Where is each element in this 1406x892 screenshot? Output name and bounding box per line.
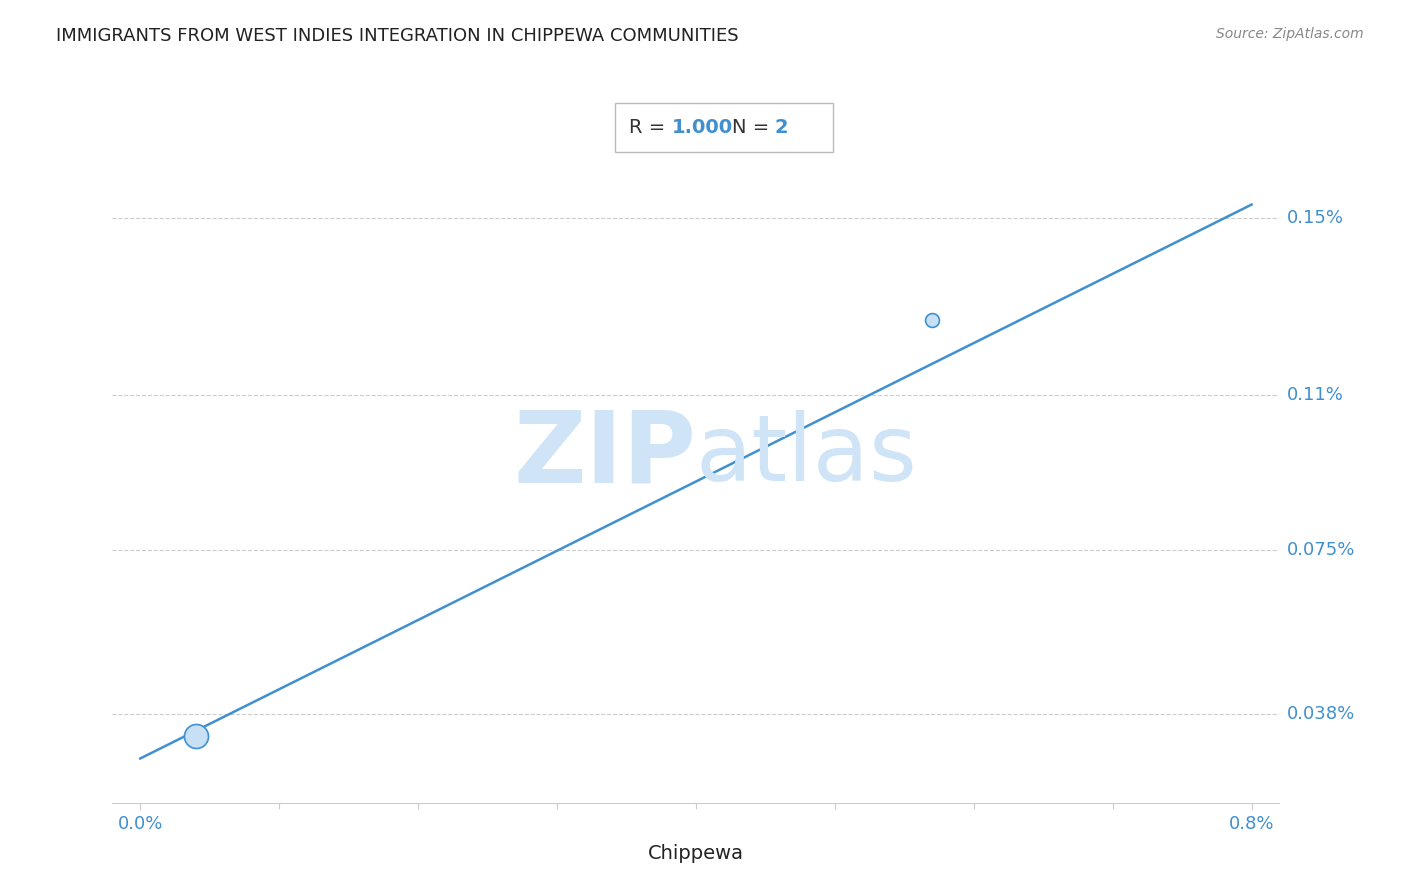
X-axis label: Chippewa: Chippewa [648,844,744,863]
Text: 0.038%: 0.038% [1286,706,1355,723]
Text: 0.075%: 0.075% [1286,541,1355,559]
Text: 1.000: 1.000 [672,118,733,136]
Text: IMMIGRANTS FROM WEST INDIES INTEGRATION IN CHIPPEWA COMMUNITIES: IMMIGRANTS FROM WEST INDIES INTEGRATION … [56,27,740,45]
Text: Source: ZipAtlas.com: Source: ZipAtlas.com [1216,27,1364,41]
Text: 0.11%: 0.11% [1286,386,1343,404]
Text: N =: N = [731,118,775,136]
Text: 0.15%: 0.15% [1286,209,1344,227]
Text: R =: R = [630,118,672,136]
Point [921,312,943,326]
Text: 2: 2 [773,118,787,136]
Text: atlas: atlas [696,410,918,500]
Text: ZIP: ZIP [513,407,696,503]
Point [184,729,207,743]
